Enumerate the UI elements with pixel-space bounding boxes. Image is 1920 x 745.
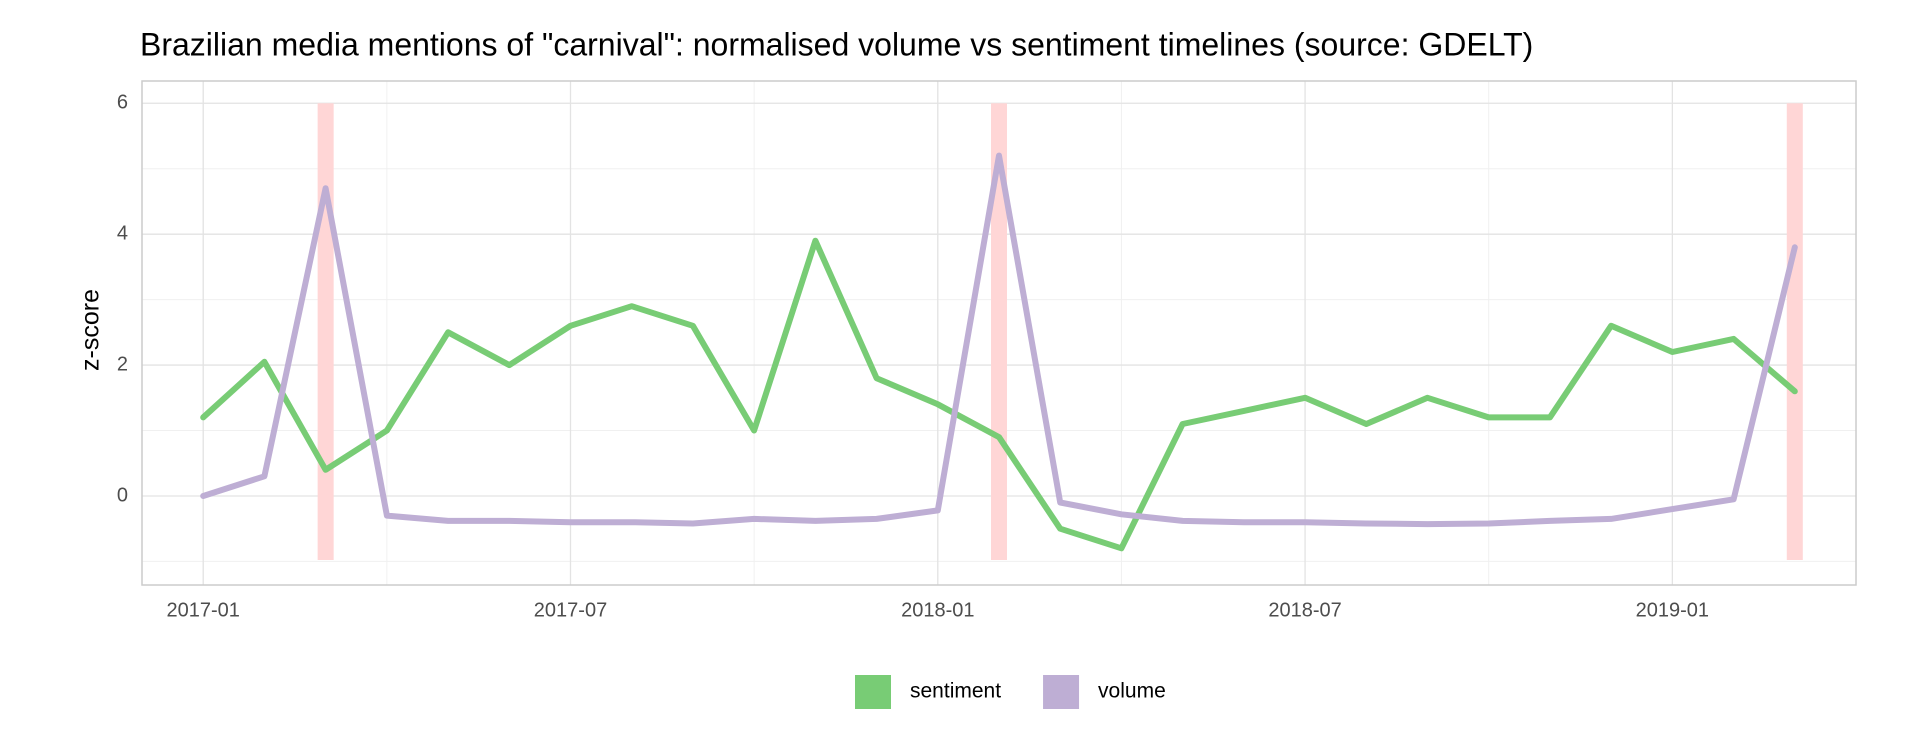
y-tick-label: 6 [117,92,128,114]
panel-border [141,80,1857,586]
x-tick-label: 2018-01 [901,599,974,621]
legend-label: volume [1098,680,1166,703]
y-tick-label: 0 [117,484,128,506]
legend-key [855,675,891,709]
y-tick-label: 2 [117,353,128,375]
y-tick-label: 4 [117,222,128,244]
series-line [200,237,1798,552]
x-tick-label: 2019-01 [1636,599,1709,621]
x-tick-label: 2017-07 [534,599,607,621]
highlight-band [317,103,334,560]
legend-key [1043,675,1080,709]
y-axis-title: z-score [77,289,105,371]
x-tick-label: 2017-01 [167,599,240,621]
series-line [200,152,1798,528]
highlight-band [1786,103,1803,560]
legend-label: sentiment [910,680,1001,703]
x-tick-label: 2018-07 [1268,599,1341,621]
chart-title: Brazilian media mentions of "carnival": … [140,26,1533,62]
